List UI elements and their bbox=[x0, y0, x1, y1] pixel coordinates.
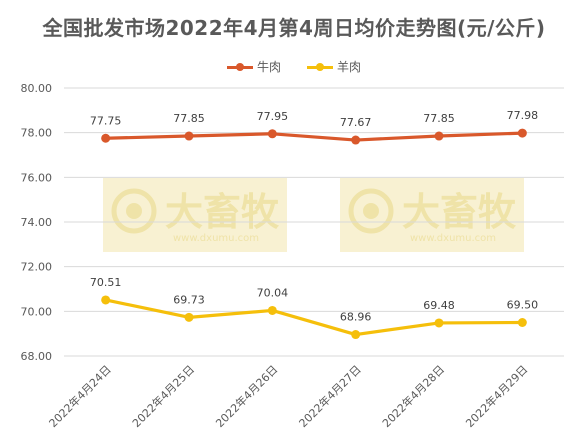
data-point bbox=[184, 131, 194, 141]
x-axis: 2022年4月24日 2022年4月25日 2022年4月26日 2022年4月27日… bbox=[46, 362, 531, 430]
chart-title: 全国批发市场2022年4月第4周日均价走势图(元/公斤) bbox=[42, 16, 546, 40]
data-point bbox=[184, 312, 194, 322]
legend-label-mutton: 羊肉 bbox=[337, 60, 362, 74]
data-point bbox=[351, 135, 361, 145]
watermark-subtext: www.dxumu.com bbox=[173, 233, 259, 244]
series-layer: 77.75 77.85 77.95 77.67 77.85 77.98 70.51 69.73… bbox=[90, 109, 539, 340]
x-tick-label: 2022年4月25日 bbox=[129, 362, 197, 430]
grid-lines bbox=[64, 87, 564, 357]
data-label: 68.96 bbox=[340, 311, 372, 324]
data-label: 69.48 bbox=[423, 299, 455, 312]
data-label: 77.75 bbox=[90, 114, 122, 127]
y-tick-label: 68.00 bbox=[21, 350, 53, 363]
watermark-logo-icon bbox=[111, 188, 157, 234]
series-mutton: 70.51 69.73 70.04 68.96 69.48 69.50 bbox=[90, 276, 539, 340]
data-label: 77.85 bbox=[173, 112, 205, 125]
watermark-text: 大畜牧 bbox=[402, 190, 517, 234]
y-tick-label: 74.00 bbox=[21, 216, 53, 229]
y-tick-label: 72.00 bbox=[21, 261, 53, 274]
watermark-subtext: www.dxumu.com bbox=[410, 233, 496, 244]
data-point bbox=[267, 305, 277, 315]
watermark-text: 大畜牧 bbox=[165, 190, 280, 234]
y-tick-label: 80.00 bbox=[21, 82, 53, 95]
x-tick-label: 2022年4月29日 bbox=[463, 362, 531, 430]
data-label: 77.95 bbox=[257, 110, 289, 123]
legend: 牛肉 羊肉 bbox=[0, 58, 588, 75]
data-point bbox=[517, 128, 527, 138]
x-tick-label: 2022年4月27日 bbox=[296, 362, 364, 430]
legend-item-mutton: 羊肉 bbox=[307, 58, 361, 75]
data-label: 77.67 bbox=[340, 116, 372, 129]
y-tick-label: 70.00 bbox=[21, 305, 53, 318]
y-axis: 68.00 70.00 72.00 74.00 76.00 78.00 80.00 bbox=[21, 82, 53, 363]
data-label: 69.73 bbox=[173, 293, 205, 306]
data-point bbox=[101, 133, 111, 143]
legend-item-beef: 牛肉 bbox=[226, 58, 281, 75]
data-point bbox=[101, 295, 111, 305]
x-tick-label: 2022年4月24日 bbox=[46, 362, 114, 430]
y-tick-label: 78.00 bbox=[21, 127, 53, 140]
x-tick-label: 2022年4月28日 bbox=[379, 362, 447, 430]
watermark-logo-icon bbox=[348, 188, 394, 234]
series-beef: 77.75 77.85 77.95 77.67 77.85 77.98 bbox=[90, 109, 539, 145]
data-point bbox=[267, 129, 277, 139]
y-tick-label: 76.00 bbox=[21, 171, 53, 184]
legend-swatch-beef bbox=[226, 62, 253, 72]
series-line bbox=[105, 131, 523, 142]
data-point bbox=[434, 131, 444, 141]
data-point bbox=[434, 318, 444, 328]
data-point bbox=[517, 318, 527, 327]
data-label: 70.51 bbox=[90, 276, 122, 289]
data-label: 69.50 bbox=[507, 299, 539, 312]
data-label: 70.04 bbox=[257, 286, 289, 299]
legend-swatch-mutton bbox=[307, 62, 333, 72]
legend-label-beef: 牛肉 bbox=[256, 60, 281, 74]
watermark-logo-dot bbox=[363, 203, 379, 219]
watermark-logo-dot bbox=[126, 203, 142, 219]
data-label: 77.85 bbox=[423, 112, 455, 125]
data-point bbox=[351, 330, 361, 340]
series-line bbox=[105, 298, 523, 337]
data-label: 77.98 bbox=[507, 109, 539, 122]
x-tick-label: 2022年4月26日 bbox=[213, 362, 281, 430]
